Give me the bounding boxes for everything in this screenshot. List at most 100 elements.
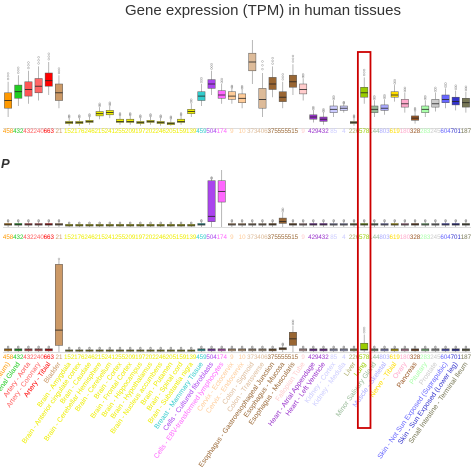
outlier-point: [332, 345, 335, 348]
outlier-point: [37, 219, 40, 222]
sample-count: 578: [359, 234, 370, 241]
sample-count: 152: [64, 234, 75, 241]
outlier-point: [6, 75, 10, 78]
outlier-point: [424, 97, 427, 101]
outlier-point: [464, 85, 468, 88]
sample-count: 174: [217, 128, 228, 135]
sample-count: 555: [278, 128, 289, 135]
outlier-point: [291, 54, 295, 58]
outlier-point: [281, 78, 284, 81]
box: [380, 104, 389, 111]
box: [278, 91, 287, 102]
sample-count: 604: [440, 354, 451, 361]
outlier-point: [149, 346, 152, 350]
outlier-point: [159, 114, 162, 117]
outlier-point: [281, 73, 284, 76]
outlier-point: [27, 64, 30, 67]
outlier-point: [149, 113, 152, 116]
outlier-point: [108, 221, 111, 224]
outlier-point: [230, 345, 234, 348]
outlier-point: [413, 107, 417, 110]
outlier-point: [383, 95, 386, 98]
outlier-point: [78, 115, 81, 118]
outlier-point: [363, 73, 366, 77]
sample-count: 504: [206, 354, 217, 361]
sample-count: 245: [430, 354, 441, 361]
sample-count: 328: [410, 354, 421, 361]
outlier-point: [373, 219, 376, 222]
outlier-point: [301, 75, 305, 79]
outlier-point: [98, 104, 101, 108]
outlier-point: [454, 84, 457, 87]
outlier-point: [27, 219, 30, 222]
box: [55, 264, 63, 346]
outlier-point: [37, 62, 40, 65]
sample-count: 202: [145, 354, 156, 361]
sample-count: 429: [308, 234, 319, 241]
sample-count: 241: [105, 234, 116, 241]
sample-count-rows: 458 432 432 240 663 21 152 176 246 215 241 255 209 19…: [3, 128, 472, 361]
box: [278, 217, 287, 224]
outlier-point: [322, 345, 325, 348]
sample-count: 10: [239, 128, 246, 135]
outlier-point: [434, 86, 437, 89]
box: [268, 77, 277, 90]
box: [400, 99, 409, 108]
outlier-point: [57, 67, 61, 70]
outlier-point: [251, 219, 254, 222]
outlier-point: [373, 345, 376, 348]
sample-count: 555: [278, 354, 289, 361]
sample-count: 619: [390, 128, 401, 135]
outlier-point: [149, 221, 152, 224]
outlier-point: [291, 219, 295, 222]
outlier-point: [373, 97, 376, 101]
outlier-point: [129, 346, 132, 350]
outlier-point: [352, 219, 356, 222]
outlier-point: [301, 219, 305, 222]
outlier-point: [88, 113, 91, 116]
outlier-point: [424, 95, 427, 98]
outlier-point: [312, 105, 315, 109]
outlier-point: [47, 58, 50, 61]
sample-count: 85: [330, 354, 337, 361]
boxplot-panels: [3, 40, 471, 353]
sample-count: 209: [125, 354, 136, 361]
outlier-point: [261, 64, 264, 67]
outlier-point: [291, 57, 295, 60]
outlier-point: [57, 257, 61, 261]
sample-count: 373: [247, 234, 258, 241]
outlier-point: [312, 108, 315, 111]
sample-count: 245: [430, 128, 441, 135]
outlier-point: [403, 345, 407, 348]
sample-count: 429: [308, 128, 319, 135]
outlier-point: [301, 74, 305, 77]
outlier-point: [352, 114, 356, 117]
outlier-point: [373, 95, 376, 98]
sample-count: 9: [230, 354, 234, 361]
sample-count: 180: [400, 234, 411, 241]
sample-count: 10: [239, 234, 246, 241]
sample-count: 205: [166, 234, 177, 241]
outlier-point: [27, 66, 30, 70]
outlier-point: [47, 345, 50, 348]
outlier-point: [393, 219, 396, 222]
outlier-point: [98, 103, 101, 107]
panel-1: [3, 40, 471, 129]
outlier-point: [434, 345, 437, 348]
sample-count: 240: [33, 354, 44, 361]
sample-count: 255: [115, 234, 126, 241]
sample-count: 458: [3, 354, 14, 361]
sample-count: 432: [23, 128, 34, 135]
sample-count: 159: [176, 354, 187, 361]
box: [34, 78, 43, 94]
sample-count: 245: [430, 234, 441, 241]
outlier-point: [291, 60, 295, 63]
sample-count: 375: [267, 354, 278, 361]
sample-count: 226: [349, 354, 360, 361]
sample-count: 432: [318, 234, 329, 241]
outlier-point: [261, 60, 264, 63]
box: [116, 118, 124, 123]
outlier-point: [159, 221, 162, 224]
outlier-point: [118, 221, 122, 224]
outlier-point: [261, 345, 264, 348]
